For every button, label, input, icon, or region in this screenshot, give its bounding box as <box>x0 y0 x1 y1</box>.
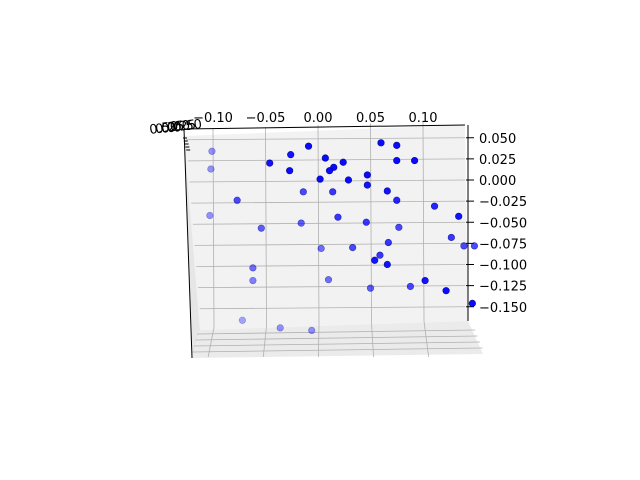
data-point <box>308 326 316 335</box>
data-point <box>208 147 216 155</box>
data-point <box>447 233 455 242</box>
depth-tick-label: 0.00 <box>160 118 191 137</box>
x-ticks: −0.10 −0.05 0.00 0.05 0.10 <box>193 111 437 126</box>
data-point <box>460 242 468 250</box>
data-point <box>383 260 391 269</box>
data-point <box>324 276 333 284</box>
z-gridline <box>196 264 466 267</box>
data-point <box>238 316 246 324</box>
data-point <box>393 141 401 149</box>
data-point <box>421 276 429 285</box>
z-ticks: 0.050 0.025 0.000 −0.025 −0.050 −0.075 −0.100 −… <box>466 132 527 316</box>
z-gridline <box>199 306 466 310</box>
x-tick-label: 0.05 <box>356 111 385 126</box>
data-point <box>371 256 379 264</box>
z-gridline <box>186 137 466 141</box>
z-tick-label: −0.125 <box>479 280 527 295</box>
data-point <box>411 156 419 165</box>
data-point <box>334 213 342 221</box>
data-point <box>321 154 329 162</box>
data-point <box>339 158 347 166</box>
data-point <box>442 287 450 295</box>
z-gridline <box>197 285 466 289</box>
floor-gridline <box>193 341 481 347</box>
x-tick-label: 0.00 <box>304 111 333 126</box>
depth-ticks: 0.500.250.000.250.50 <box>148 117 203 151</box>
x-axis-line <box>183 124 466 130</box>
data-point <box>329 188 337 196</box>
z-tick-label: −0.150 <box>479 301 527 316</box>
z-tick-label: −0.050 <box>479 216 527 231</box>
data-point <box>233 196 241 204</box>
depth-tick-label: 0.25 <box>166 118 197 137</box>
depth-tick-label: 0.50 <box>172 117 203 136</box>
data-point <box>266 159 274 167</box>
z-tick-label: −0.075 <box>479 237 527 252</box>
data-point <box>286 167 294 175</box>
depth-tick-label: 0.50 <box>148 119 179 138</box>
data-point <box>257 224 265 232</box>
data-point <box>377 139 385 147</box>
z-tick-label: −0.100 <box>479 259 527 274</box>
data-point <box>299 188 307 196</box>
x-gridline <box>317 125 320 325</box>
z-tick-label: 0.000 <box>479 174 516 189</box>
floor-gridline <box>262 325 267 358</box>
z-gridline <box>192 221 466 225</box>
left-pane <box>184 136 200 358</box>
data-point <box>349 244 357 252</box>
data-point <box>206 211 214 220</box>
data-point <box>249 264 257 272</box>
data-point <box>393 156 401 165</box>
data-point <box>468 299 476 307</box>
data-point <box>344 176 353 184</box>
z-gridline <box>194 242 466 246</box>
back-pane <box>184 125 468 330</box>
x-tick-label: −0.10 <box>193 111 233 126</box>
floor-gridline <box>318 324 320 358</box>
data-point <box>363 171 371 179</box>
data-point <box>366 284 375 292</box>
floor-grid-lines <box>192 321 483 358</box>
data-point <box>276 324 284 332</box>
data-point <box>393 196 401 204</box>
z-tick-label: 0.025 <box>479 153 516 168</box>
data-point <box>249 276 257 285</box>
data-point <box>317 244 325 253</box>
floor-gridline <box>371 322 374 358</box>
data-point <box>395 223 403 231</box>
data-point <box>363 181 371 189</box>
data-point <box>383 187 391 195</box>
x-gridline <box>422 121 425 322</box>
depth-axis-line <box>183 128 193 359</box>
floor-gridline <box>196 329 476 335</box>
data-point <box>406 282 415 291</box>
data-point <box>207 165 215 173</box>
data-point <box>304 142 313 150</box>
z-tick-label: −0.025 <box>479 195 527 210</box>
data-point <box>362 218 370 226</box>
data-point <box>470 242 479 250</box>
data-point <box>316 175 324 183</box>
x-tick-label: 0.10 <box>409 111 438 126</box>
data-point <box>430 202 439 210</box>
data-point <box>455 212 463 220</box>
z-tick-label: 0.050 <box>479 132 516 147</box>
z-gridline <box>189 179 466 183</box>
floor-gridline <box>423 321 430 358</box>
data-point <box>297 219 305 227</box>
x-tick-label: −0.05 <box>246 111 286 126</box>
data-point <box>376 251 384 259</box>
floor-gridline <box>195 335 478 341</box>
depth-tick-label: 0.25 <box>154 119 185 138</box>
data-point <box>384 238 392 247</box>
data-point <box>287 151 295 159</box>
x-gridline <box>212 128 215 328</box>
data-points <box>206 139 479 335</box>
data-point <box>325 167 334 175</box>
floor-gridline <box>192 347 483 353</box>
